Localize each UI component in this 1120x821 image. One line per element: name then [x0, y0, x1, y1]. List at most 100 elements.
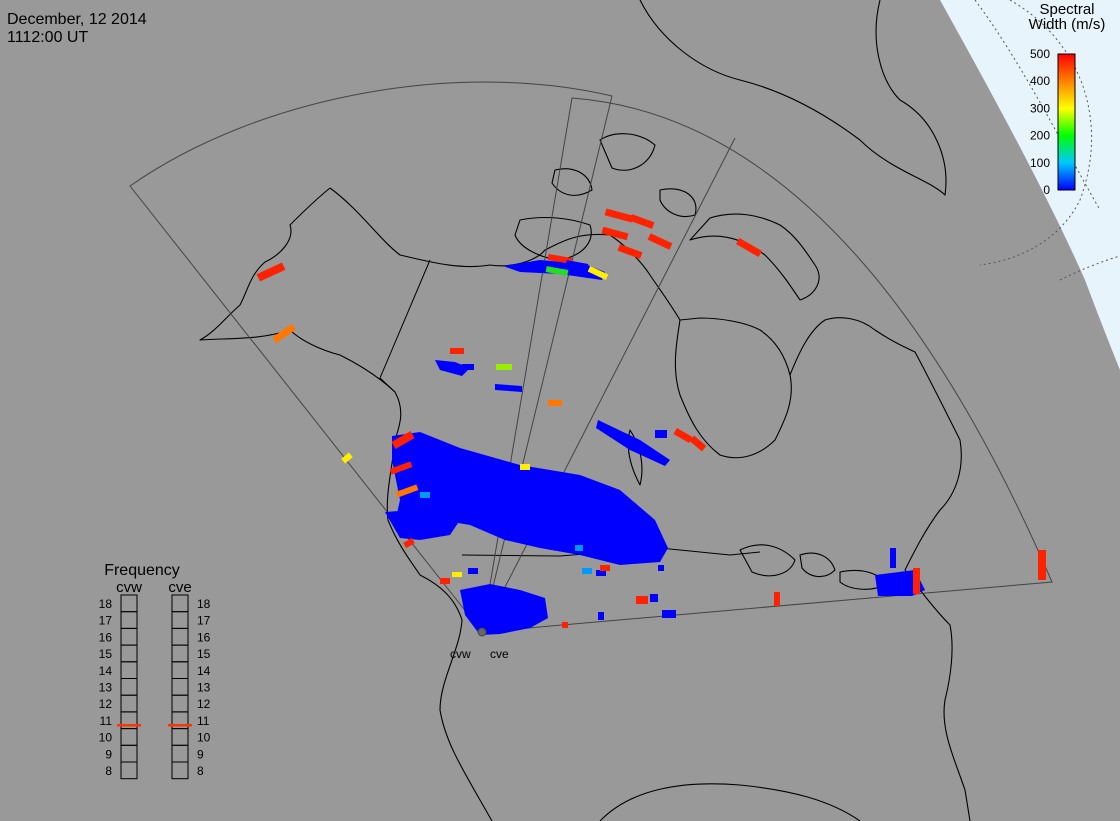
baffin-island	[689, 213, 820, 301]
scatter-cell	[650, 594, 658, 602]
frequency-level-label: 12	[99, 697, 113, 711]
scatter-cell	[629, 214, 655, 229]
scatter-region	[392, 432, 668, 565]
scatter-cell	[450, 348, 464, 354]
scatter-cell	[673, 427, 693, 444]
scatter-cell	[547, 253, 573, 265]
frequency-cell	[120, 694, 138, 713]
time-label: 1112:00 UT	[7, 29, 88, 46]
bc-coast	[386, 439, 493, 821]
scatter-cell	[420, 492, 430, 498]
frequency-cell	[171, 594, 189, 613]
colorbar-tick-label: 100	[1030, 156, 1050, 170]
colorbar-title-line1: Spectral	[1039, 1, 1094, 18]
scatter-cell	[462, 364, 474, 370]
frequency-level-label: 16	[197, 630, 211, 644]
frequency-level-label: 10	[197, 731, 211, 745]
frequency-cell	[120, 728, 138, 746]
scatter-cell	[582, 568, 592, 574]
scatter-cell	[647, 233, 673, 250]
scatter-cells	[256, 208, 1046, 635]
field-of-view-outlines	[129, 81, 1053, 633]
frequency-level-label: 13	[99, 681, 113, 695]
frequency-level-label: 8	[105, 764, 112, 778]
scatter-cell	[662, 610, 676, 618]
scatter-cell	[689, 435, 707, 452]
frequency-cell	[120, 761, 138, 780]
scatter-region	[495, 384, 522, 392]
frequency-level-label: 9	[105, 747, 112, 761]
frequency-cell	[171, 661, 189, 679]
scatter-cell	[256, 262, 286, 282]
colorbar-tick-label: 500	[1030, 47, 1050, 61]
daylight-dotted-circles	[974, 0, 1120, 281]
colorbar-tick-label: 0	[1043, 183, 1050, 197]
frequency-level-label: 17	[99, 614, 113, 628]
arctic-island-2	[599, 133, 656, 171]
scatter-cell	[587, 266, 609, 280]
frequency-cell	[171, 627, 189, 646]
frequency-level-label: 11	[100, 714, 113, 728]
frequency-level-label: 16	[99, 630, 113, 644]
scatter-region	[435, 360, 470, 376]
alaska-coast	[199, 187, 402, 441]
scatter-region	[596, 420, 670, 466]
scatter-cell	[403, 537, 415, 549]
scatter-cell	[468, 568, 478, 574]
frequency-cell	[120, 744, 138, 763]
scatter-cell	[575, 545, 583, 551]
arctic-island-1	[514, 216, 592, 261]
frequency-cell	[171, 644, 189, 663]
scatter-cell	[774, 592, 780, 606]
frequency-level-label: 11	[197, 714, 210, 728]
greenland	[639, 0, 947, 196]
scatter-cell	[890, 548, 896, 568]
frequency-columns: 18 17 16 15 14 13 12 11 10 9 8 18 17 16 15 14 13 12 11 10 9 8	[99, 594, 211, 780]
frequency-cell	[171, 611, 189, 629]
frequency-level-label: 13	[197, 681, 211, 695]
scatter-region	[460, 584, 548, 635]
frequency-level-label: 8	[197, 764, 204, 778]
scatter-cell	[272, 323, 296, 344]
frequency-level-label: 14	[99, 664, 113, 678]
scatter-cell	[658, 565, 664, 571]
scatter-cell	[496, 364, 512, 370]
scatter-cell	[600, 565, 610, 571]
scatter-cell	[452, 572, 462, 577]
frequency-cell	[171, 678, 189, 696]
radar-site-marker	[477, 627, 487, 637]
scatter-region	[875, 570, 925, 596]
site-label-cve: cve	[490, 647, 509, 661]
colorbar-tick-label: 300	[1030, 101, 1050, 115]
labrador-quebec	[789, 317, 962, 571]
coastlines	[199, 0, 971, 821]
scatter-cell	[341, 452, 353, 464]
freq-radar-label-cve: cve	[168, 579, 191, 596]
great-lakes	[739, 544, 886, 590]
fov-cve	[481, 97, 1053, 633]
scatter-cell	[562, 622, 568, 628]
colorbar: Spectral Width (m/s) 500 400 300 200 100 0	[1029, 1, 1106, 197]
scatter-cell	[604, 208, 634, 223]
scatter-cell	[389, 461, 413, 475]
scatter-cell	[596, 570, 606, 576]
frequency-cell	[171, 728, 189, 746]
frequency-level-label: 14	[197, 664, 211, 678]
frequency-level-label: 15	[99, 647, 113, 661]
scatter-cell	[601, 226, 629, 241]
frequency-level-label: 9	[197, 747, 204, 761]
colorbar-gradient	[1057, 53, 1076, 191]
frequency-level-label: 17	[197, 614, 211, 628]
frequency-panel: Frequency cvw cve 1817161514131211109818…	[99, 562, 211, 780]
scatter-cell	[617, 244, 643, 259]
scatter-cell	[391, 431, 415, 449]
frequency-level-label: 18	[99, 597, 113, 611]
gulf-coast	[599, 783, 861, 821]
frequency-cell	[171, 744, 189, 763]
frequency-cell	[171, 694, 189, 713]
scatter-cell	[545, 266, 569, 276]
scatter-region	[385, 508, 460, 540]
colorbar-tick-label: 400	[1030, 74, 1050, 88]
